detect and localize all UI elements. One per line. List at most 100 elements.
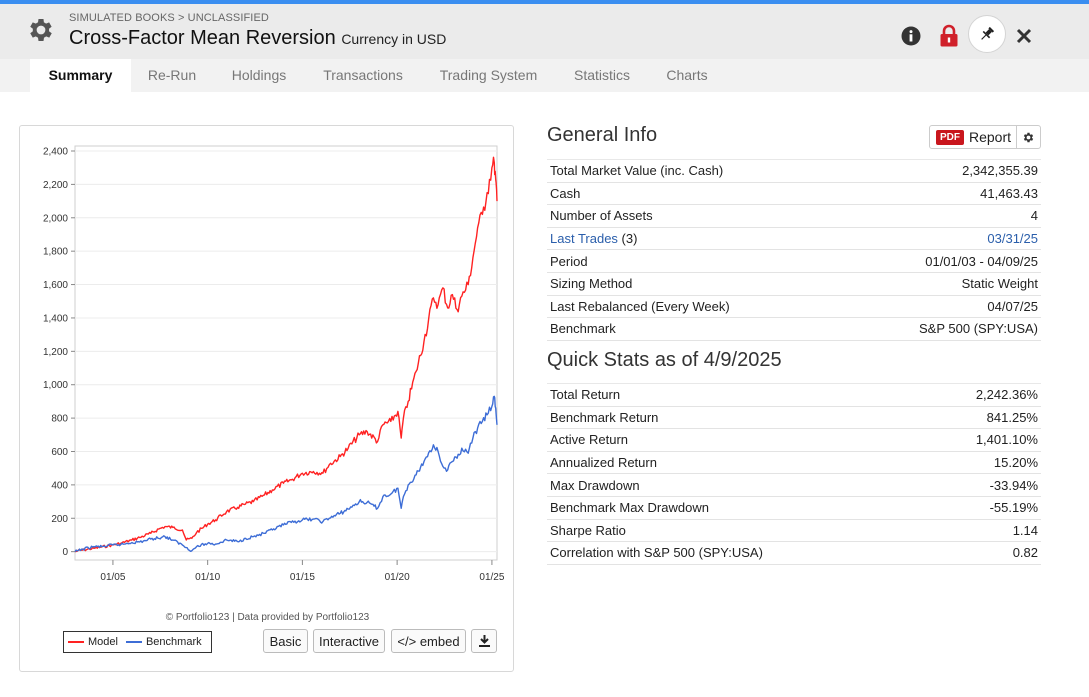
tab-holdings[interactable]: Holdings [231, 67, 287, 83]
y-tick-label: 2,400 [43, 147, 68, 158]
row-label: Total Market Value (inc. Cash) [547, 159, 843, 183]
y-tick-label: 1,600 [43, 280, 68, 291]
tab-statistics[interactable]: Statistics [573, 67, 630, 83]
report-label: Report [969, 129, 1012, 145]
row-value: -33.94% [923, 473, 1041, 497]
legend-item-benchmark[interactable]: Benchmark [125, 636, 202, 648]
tab-re-run[interactable]: Re-Run [147, 67, 197, 83]
tab-summary[interactable]: Summary [30, 59, 131, 92]
table-row: Active Return 1,401.10% [547, 428, 1041, 452]
row-value: 03/31/25 [842, 226, 1041, 250]
report-settings-button[interactable] [1017, 126, 1040, 148]
table-row: Total Return 2,242.36% [547, 383, 1041, 407]
currency-label: Currency in USD [341, 31, 447, 47]
x-tick-label: 01/05 [100, 572, 125, 583]
series-line-model[interactable] [74, 156, 498, 553]
row-value: Static Weight [842, 271, 1041, 296]
close-icon [1016, 28, 1032, 44]
y-tick-label: 0 [62, 547, 68, 558]
tab-bar: Summary Re-Run Holdings Transactions Tra… [0, 59, 1089, 92]
row-label: Correlation with S&P 500 (SPY:USA) [547, 541, 924, 565]
tab-transactions[interactable]: Transactions [323, 67, 403, 83]
table-row: Annualized Return 15.20% [547, 450, 1041, 474]
row-label: Total Return [547, 383, 924, 407]
row-value: 1,401.10% [923, 428, 1041, 452]
table-row: Benchmark Max Drawdown -55.19% [547, 495, 1041, 520]
x-tick-label: 01/25 [479, 572, 504, 583]
legend-swatch-model [68, 641, 84, 643]
embed-chart-button[interactable]: </> embed [391, 629, 466, 653]
gear-icon [1023, 132, 1034, 142]
legend-item-model[interactable]: Model [68, 636, 118, 648]
y-tick-label: 2,200 [43, 180, 68, 191]
legend-label-benchmark: Benchmark [145, 636, 202, 648]
row-label: Max Drawdown [547, 473, 924, 497]
y-tick-label: 2,000 [43, 213, 68, 224]
y-tick-label: 200 [51, 514, 68, 525]
table-row: Last Rebalanced (Every Week) 04/07/25 [547, 294, 1041, 318]
lock-icon [940, 24, 958, 47]
interactive-chart-button[interactable]: Interactive [313, 629, 385, 653]
performance-chart[interactable]: 0 200 400 600 800 1,000 1,200 1,400 1,600 1,800 2,… [20, 126, 513, 606]
row-value: S&P 500 (SPY:USA) [842, 317, 1041, 341]
download-icon [478, 635, 490, 647]
table-row: Number of Assets 4 [547, 204, 1041, 228]
row-label: Number of Assets [547, 204, 843, 228]
tab-charts[interactable]: Charts [666, 67, 708, 83]
row-label: Benchmark Return [547, 405, 924, 429]
last-trades-link[interactable]: Last Trades [550, 231, 618, 247]
gear-icon[interactable] [26, 15, 56, 45]
info-button[interactable] [894, 19, 928, 53]
legend-label-model: Model [88, 636, 118, 648]
row-value: 01/01/03 - 04/09/25 [842, 249, 1041, 273]
pdf-report-button[interactable]: PDF Report [930, 126, 1018, 148]
last-trades-count: (3) [617, 231, 638, 247]
table-row: Benchmark S&P 500 (SPY:USA) [547, 317, 1041, 341]
y-tick-label: 600 [51, 447, 68, 458]
row-label: Last Rebalanced (Every Week) [547, 294, 843, 318]
breadcrumb[interactable]: SIMULATED BOOKS > UNCLASSIFIED [69, 12, 269, 24]
basic-chart-button[interactable]: Basic [263, 629, 308, 653]
pin-button[interactable] [968, 15, 1006, 53]
y-tick-label: 1,400 [43, 313, 68, 324]
row-value: 0.82 [923, 541, 1041, 565]
row-label: Benchmark [547, 317, 843, 341]
y-tick-label: 1,200 [43, 347, 68, 358]
y-tick-label: 1,800 [43, 247, 68, 258]
table-row: Max Drawdown -33.94% [547, 473, 1041, 497]
row-label: Cash [547, 181, 843, 205]
row-value: 04/07/25 [842, 294, 1041, 318]
tab-trading-system[interactable]: Trading System [439, 67, 538, 83]
top-accent-bar [0, 0, 1089, 4]
x-tick-label: 01/10 [195, 572, 220, 583]
row-value: 4 [842, 204, 1041, 228]
y-tick-label: 800 [51, 414, 68, 425]
series-line-benchmark[interactable] [74, 395, 498, 553]
report-button-group: PDF Report [929, 125, 1041, 149]
pdf-icon: PDF [936, 129, 964, 145]
row-label: Annualized Return [547, 450, 924, 474]
close-button[interactable] [1006, 18, 1042, 54]
table-row: Period 01/01/03 - 04/09/25 [547, 249, 1041, 273]
lock-button[interactable] [931, 18, 967, 54]
legend-swatch-benchmark [125, 641, 142, 643]
table-row: Sharpe Ratio 1.14 [547, 518, 1041, 542]
quick-stats-title: Quick Stats as of 4/9/2025 [547, 349, 782, 371]
row-label: Last Trades (3) [547, 226, 843, 250]
chart-credit: © Portfolio123 | Data provided by Portfo… [165, 612, 370, 623]
row-label: Period [547, 249, 843, 273]
row-label: Benchmark Max Drawdown [547, 495, 924, 520]
row-value: 41,463.43 [842, 181, 1041, 205]
pin-icon [981, 26, 995, 40]
row-value: 15.20% [923, 450, 1041, 474]
general-info-table: Total Market Value (inc. Cash) 2,342,355.… [547, 159, 1041, 341]
page-header: SIMULATED BOOKS > UNCLASSIFIED Cross-Fac… [0, 4, 1089, 59]
general-info-title: General Info [547, 124, 658, 146]
y-tick-label: 400 [51, 480, 68, 491]
last-trade-date-link[interactable]: 03/31/25 [987, 231, 1038, 247]
download-chart-button[interactable] [471, 629, 497, 653]
row-label: Sharpe Ratio [547, 518, 924, 542]
table-row: Last Trades (3) 03/31/25 [547, 226, 1041, 250]
row-value: 2,242.36% [923, 383, 1041, 407]
quick-stats-table: Total Return 2,242.36% Benchmark Return 84… [547, 383, 1041, 565]
